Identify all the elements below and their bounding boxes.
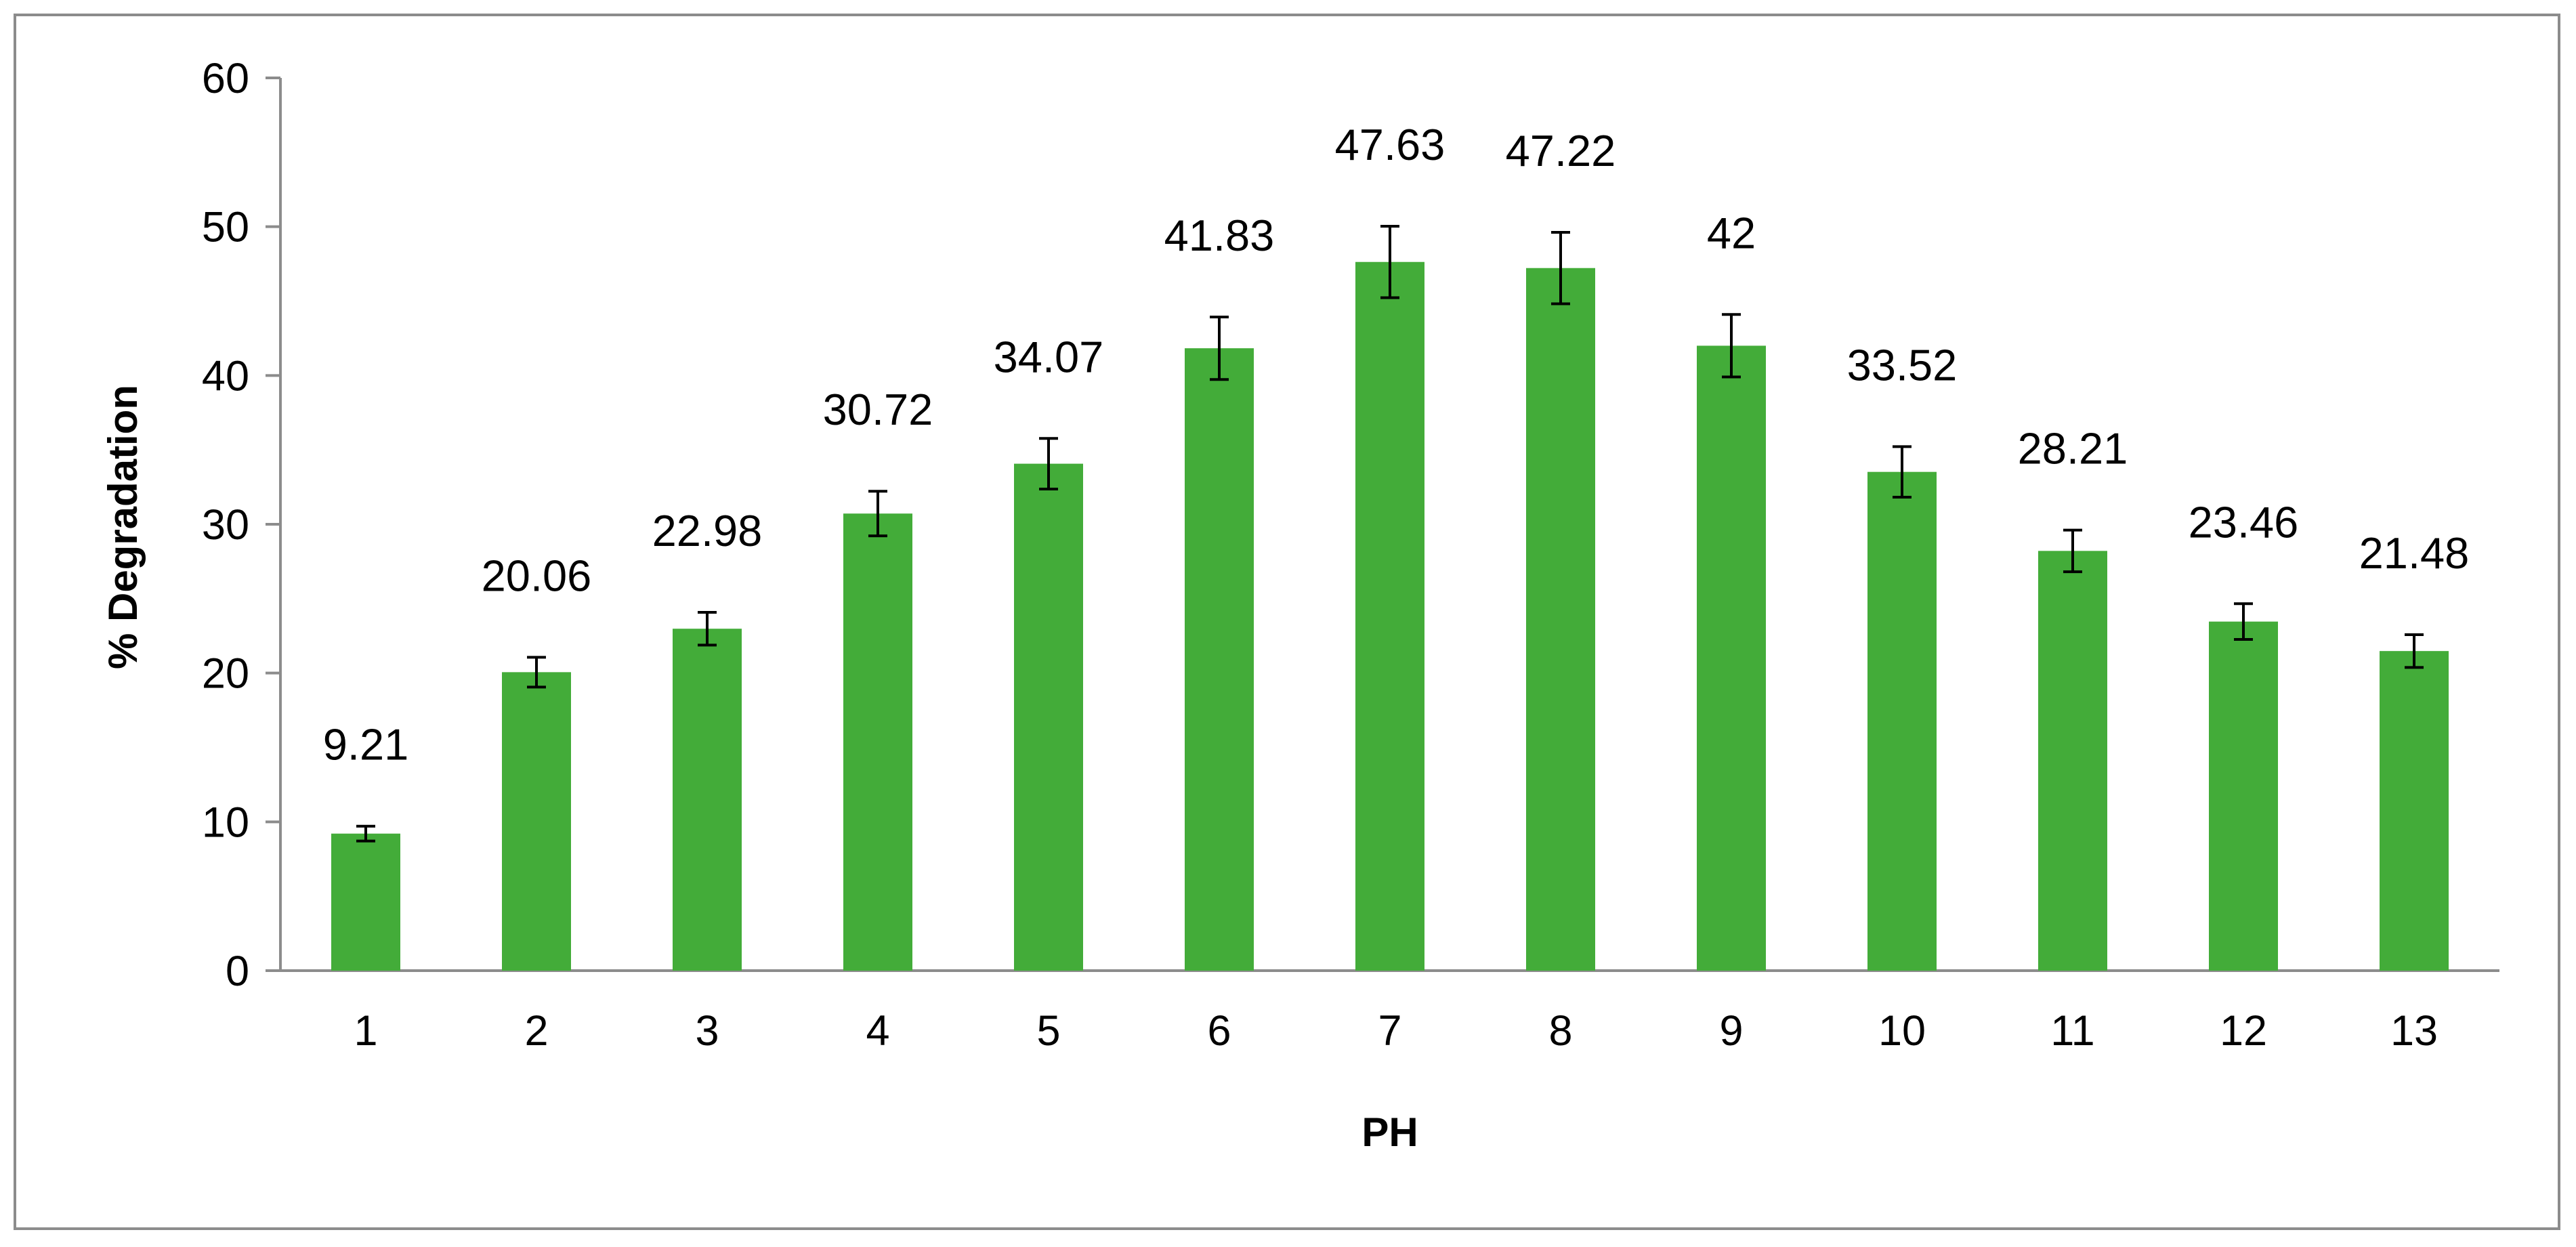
x-tick-label: 2: [524, 1007, 548, 1055]
x-tick-label: 6: [1207, 1007, 1231, 1055]
data-label: 21.48: [2359, 528, 2470, 578]
bar: [673, 629, 742, 971]
x-tick-label: 7: [1378, 1007, 1401, 1055]
bar: [1697, 345, 1766, 971]
data-label: 41.83: [1164, 211, 1275, 260]
y-tick-label: 0: [226, 948, 249, 995]
data-label: 33.52: [1847, 340, 1958, 389]
x-tick-label: 1: [354, 1007, 377, 1055]
y-tick-label: 40: [202, 352, 249, 400]
error-bars: [356, 225, 2424, 843]
bar: [331, 833, 400, 971]
bar: [1014, 463, 1083, 971]
bars: [331, 261, 2449, 971]
y-tick-label: 50: [202, 204, 249, 251]
bar: [2380, 651, 2449, 971]
axis-titles: PH % Degradation: [100, 385, 1418, 1155]
data-label: 47.22: [1506, 126, 1616, 175]
y-tick-label: 20: [202, 650, 249, 698]
x-tick-label: 12: [2220, 1007, 2267, 1055]
x-tick-label: 5: [1036, 1007, 1060, 1055]
y-tick-label: 60: [202, 55, 249, 102]
x-tick-label: 8: [1548, 1007, 1572, 1055]
bar: [502, 672, 571, 971]
x-tick-label: 11: [2050, 1007, 2094, 1055]
bar: [843, 513, 912, 971]
data-labels: 9.21 20.06 22.98 30.72 34.07 41.83 47.63 47.22 4…: [323, 120, 2470, 769]
bar: [1355, 261, 1424, 971]
data-label: 20.06: [482, 551, 592, 600]
bar: [2209, 621, 2278, 971]
bar: [1526, 268, 1595, 971]
x-tick-label: 9: [1719, 1007, 1743, 1055]
x-tick-label: 4: [866, 1007, 889, 1055]
data-label: 9.21: [323, 720, 409, 769]
chart-frame: [14, 14, 2560, 1230]
y-axis: 0 10 20 30 40 50 60: [202, 55, 282, 995]
y-tick-label: 10: [202, 799, 249, 846]
data-label: 22.98: [652, 506, 763, 555]
data-label: 34.07: [994, 332, 1104, 381]
x-tick-label: 10: [1878, 1007, 1926, 1055]
data-label: 47.63: [1335, 120, 1445, 169]
data-label: 23.46: [2189, 497, 2299, 547]
data-label: 28.21: [2018, 424, 2128, 473]
x-tick-label: 13: [2390, 1007, 2438, 1055]
bar: [1185, 348, 1254, 971]
y-tick-label: 30: [202, 501, 249, 549]
data-label: 30.72: [823, 385, 933, 434]
data-label: 42: [1707, 208, 1756, 257]
bar: [2038, 551, 2107, 971]
x-axis-title: PH: [1361, 1109, 1418, 1155]
y-axis-title: % Degradation: [100, 385, 146, 669]
x-tick-label: 3: [695, 1007, 719, 1055]
bar: [1867, 471, 1937, 971]
x-axis: 1 2 3 4 5 6 7 8 9 10 11 12 13: [280, 969, 2499, 1055]
